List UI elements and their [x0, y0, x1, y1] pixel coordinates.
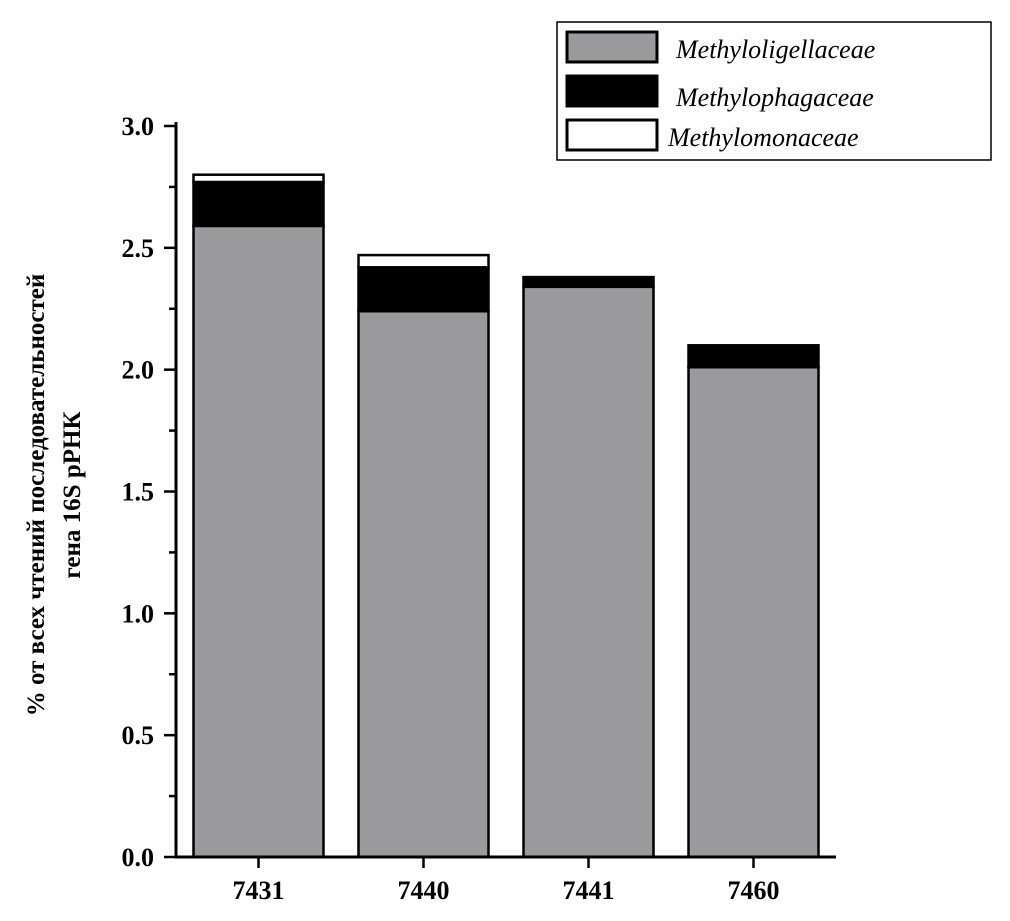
legend-label: Methylophagaceae: [675, 83, 874, 112]
y-axis-title-line: гена 16S рРНК: [59, 411, 86, 578]
x-tick-labels: 7431 7440 7441 7460: [233, 876, 780, 905]
y-tick-label: 0.0: [122, 843, 155, 872]
y-tick-label: 0.5: [122, 721, 155, 750]
bar-segment-7440-methylomonaceae: [357, 253, 490, 269]
x-tick-label: 7441: [563, 876, 615, 905]
y-tick-label: 3.0: [122, 112, 155, 141]
legend-swatch: [565, 118, 659, 152]
bars-group: [192, 173, 820, 859]
y-tick-label: 2.0: [122, 356, 155, 385]
axes-group: [164, 122, 836, 868]
y-tick-label: 1.5: [122, 478, 155, 507]
y-axis-title-line: % от всех чтений последовательностей: [23, 274, 50, 717]
legend-swatch: [565, 30, 659, 64]
legend-label: Methylomonaceae: [667, 123, 859, 152]
x-tick-label: 7431: [233, 876, 285, 905]
bar-segment-7460-methyloligellaceae: [687, 365, 820, 859]
legend-label: Methyloligellaceae: [675, 35, 875, 64]
x-tick-label: 7440: [398, 876, 450, 905]
bar-segment-7441-methylophagaceae: [522, 275, 655, 289]
bar-segment-7441-methyloligellaceae: [522, 285, 655, 859]
bar-segment-7431-methylophagaceae: [192, 180, 325, 228]
bar-segment-7431-methylomonaceae: [192, 173, 325, 184]
y-tick-labels: 0.0 0.5 1.0 1.5 2.0 2.5 3.0: [122, 112, 155, 872]
y-tick-label: 1.0: [122, 599, 155, 628]
x-tick-label: 7460: [728, 876, 780, 905]
bar-segment-7460-methylophagaceae: [687, 344, 820, 369]
y-tick-label: 2.5: [122, 234, 155, 263]
bar-segment-7440-methyloligellaceae: [357, 309, 490, 859]
legend: Methyloligellaceae Methylophagaceae Methyl…: [556, 21, 992, 161]
y-axis-title: % от всех чтений последовательностей гена…: [23, 274, 86, 717]
legend-swatch: [565, 74, 659, 108]
bar-segment-7431-methyloligellaceae: [192, 224, 325, 859]
bar-segment-7440-methylophagaceae: [357, 266, 490, 313]
